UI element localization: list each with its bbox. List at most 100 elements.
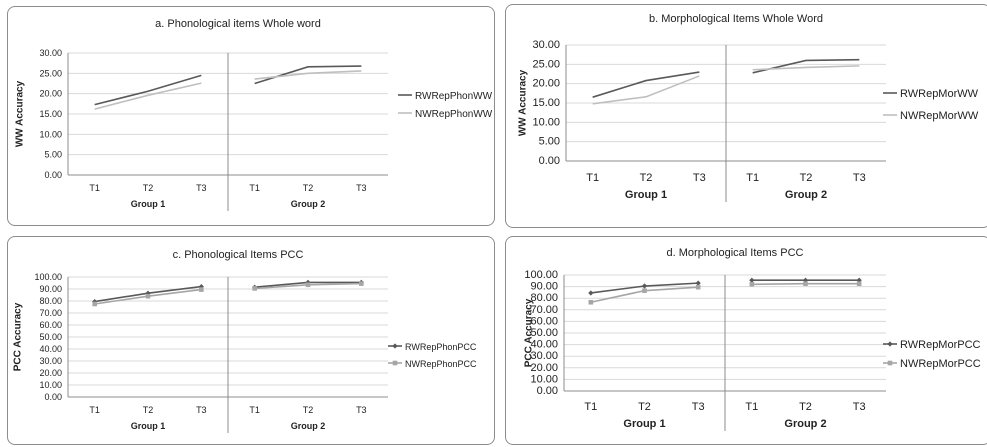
- y-tick-label: 90.00: [530, 281, 558, 293]
- series-line-NWRepPhonWW: [94, 82, 202, 110]
- y-tick-label: 5.00: [539, 136, 560, 148]
- data-point-NWRepPhonPCC: [359, 281, 364, 286]
- y-tick-label: 25.00: [39, 68, 62, 78]
- series-line-NWRepPhonWW: [254, 70, 362, 80]
- x-tick-label: T3: [196, 183, 207, 193]
- x-tick-label: T1: [746, 172, 759, 184]
- group-label: Group 1: [131, 421, 166, 431]
- data-point-NWRepMorPCC: [749, 281, 755, 287]
- data-point-NWRepMorPCC: [695, 284, 701, 290]
- group-label: Group 2: [784, 418, 826, 430]
- y-tick-label: 30.00: [39, 356, 62, 366]
- chart-svg-d: d. Morphological Items PCC 0.0010.0020.00…: [524, 247, 981, 431]
- x-tick-label: T1: [89, 405, 100, 415]
- x-tick-label: T3: [692, 401, 705, 413]
- legend-marker: [392, 360, 398, 366]
- data-point-NWRepMorPCC: [803, 281, 808, 286]
- group-label: Group 1: [623, 418, 665, 430]
- legend-marker: [887, 341, 893, 347]
- x-tick-label: T2: [303, 183, 314, 193]
- legend-label: RWRepPhonPCC: [405, 342, 477, 352]
- x-tick-label: T1: [249, 405, 260, 415]
- group-label: Group 2: [291, 199, 326, 209]
- legend-label: NWRepPhonWW: [415, 109, 493, 120]
- x-tick-label: T3: [356, 183, 367, 193]
- series-line-RWRepPhonWW: [94, 74, 202, 106]
- y-tick-label: 0.00: [44, 392, 62, 402]
- y-tick-label: 80.00: [530, 292, 558, 304]
- y-tick-label: 10.00: [532, 116, 560, 128]
- chart-svg-b: b. Morphological Items Whole Word 0.00 5.0…: [518, 13, 979, 202]
- data-point-RWRepMorPCC: [641, 283, 648, 289]
- y-tick-label: 70.00: [39, 308, 62, 318]
- data-point-RWRepMorPCC: [695, 280, 701, 286]
- series-line-RWRepMorWW: [592, 71, 700, 98]
- legend-label: RWRepMorWW: [900, 88, 979, 100]
- chart-svg-a: a. Phonological items Whole word 0.00 5.00…: [15, 18, 493, 211]
- y-tick-label: 50.00: [530, 327, 558, 339]
- x-tick-label: T3: [853, 172, 866, 184]
- y-tick-label: 0.00: [537, 385, 558, 397]
- y-tick-label: 0.00: [539, 155, 560, 167]
- chart-title: c. Phonological Items PCC: [173, 249, 304, 261]
- y-tick-label: 80.00: [39, 296, 62, 306]
- y-tick-label: 15.00: [39, 109, 62, 119]
- group-label: Group 2: [785, 189, 827, 201]
- y-tick-label: 100.00: [524, 269, 558, 281]
- legend-label: NWRepPhonPCC: [405, 359, 477, 369]
- group-label: Group 1: [625, 189, 667, 201]
- y-tick-label: 60.00: [39, 320, 62, 330]
- y-tick-label: 20.00: [39, 89, 62, 99]
- x-tick-label: T3: [196, 405, 207, 415]
- y-axis-label: WW Accuracy: [518, 69, 529, 136]
- series-line-NWRepMorWW: [592, 75, 700, 105]
- x-tick-label: T2: [143, 405, 154, 415]
- data-point-NWRepPhonPCC: [252, 286, 257, 291]
- y-tick-label: 20.00: [532, 78, 560, 90]
- series-line-NWRepMorWW: [752, 65, 860, 71]
- y-tick-label: 100.00: [34, 272, 62, 282]
- chart-title: d. Morphological Items PCC: [667, 247, 804, 259]
- x-tick-label: T2: [303, 405, 314, 415]
- y-tick-label: 15.00: [532, 97, 560, 109]
- legend-label: RWRepMorPCC: [900, 339, 981, 351]
- x-tick-label: T2: [638, 401, 651, 413]
- x-tick-label: T2: [800, 172, 813, 184]
- chart-title: a. Phonological items Whole word: [155, 18, 321, 30]
- x-tick-label: T1: [586, 172, 599, 184]
- x-tick-label: T3: [853, 401, 866, 413]
- y-tick-label: 60.00: [530, 315, 558, 327]
- chart-panel-b: b. Morphological Items Whole Word 0.00 5.0…: [505, 4, 987, 228]
- x-tick-label: T2: [640, 172, 653, 184]
- y-tick-label: 20.00: [39, 368, 62, 378]
- x-tick-label: T1: [89, 183, 100, 193]
- x-tick-label: T2: [143, 183, 154, 193]
- y-tick-label: 5.00: [44, 150, 62, 160]
- y-tick-label: 20.00: [530, 362, 558, 374]
- chart-title: b. Morphological Items Whole Word: [649, 13, 823, 25]
- x-tick-label: T2: [799, 401, 812, 413]
- x-tick-label: T3: [356, 405, 367, 415]
- y-tick-label: 0.00: [44, 170, 62, 180]
- data-point-NWRepPhonPCC: [199, 287, 204, 292]
- y-axis-label: PCC Accuracy: [524, 298, 535, 367]
- data-point-NWRepPhonPCC: [145, 293, 151, 299]
- y-tick-label: 90.00: [39, 284, 62, 294]
- y-tick-label: 30.00: [530, 350, 558, 362]
- y-tick-label: 40.00: [39, 344, 62, 354]
- legend-marker: [392, 343, 398, 349]
- chart-panel-a: a. Phonological items Whole word 0.00 5.00…: [7, 6, 495, 226]
- legend-label: NWRepMorWW: [900, 110, 979, 122]
- data-point-NWRepPhonPCC: [92, 301, 97, 307]
- x-tick-label: T1: [249, 183, 260, 193]
- data-point-NWRepMorPCC: [588, 299, 594, 305]
- data-point-NWRepMorPCC: [856, 281, 862, 286]
- data-point-NWRepPhonPCC: [305, 282, 311, 288]
- legend-marker: [887, 360, 893, 366]
- y-tick-label: 70.00: [530, 304, 558, 316]
- data-point-NWRepMorPCC: [642, 288, 647, 293]
- chart-panel-d: d. Morphological Items PCC 0.00 10.00 20.00…: [505, 236, 987, 445]
- y-tick-label: 30.00: [39, 48, 62, 58]
- y-tick-label: 30.00: [532, 39, 560, 51]
- y-axis-label: WW Accuracy: [15, 80, 26, 147]
